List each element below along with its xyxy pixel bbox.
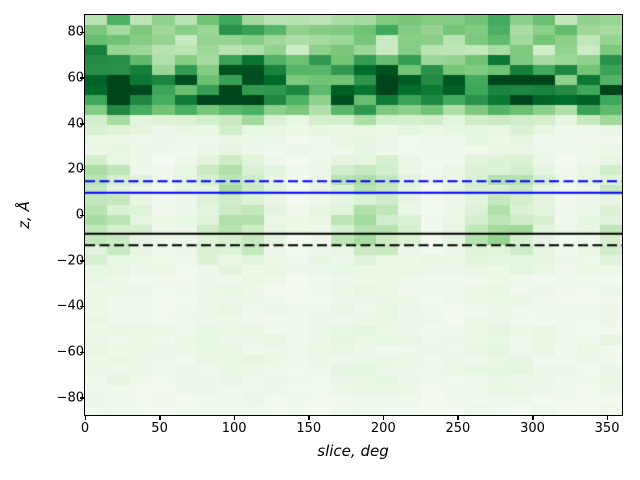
y-tick-label: 40 [67,116,84,132]
y-tick-mark [80,260,84,262]
y-tick-label: 60 [67,70,84,86]
x-tick-label: 250 [445,421,471,436]
y-tick-label: 20 [67,161,84,177]
y-tick-mark [80,305,84,308]
y-tick-mark [80,77,84,79]
x-tick-mark [532,416,534,420]
x-tick-label: 50 [151,421,168,436]
y-tick-mark [80,351,84,354]
y-tick-mark [80,214,84,216]
y-tick-mark [80,397,84,399]
heatmap-canvas [85,15,622,415]
x-tick-label: 100 [221,421,247,436]
y-tick-mark [80,168,84,171]
y-axis-label: z, Å [15,201,33,229]
y-tick-label: 0 [75,207,84,223]
y-tick-mark [80,31,84,34]
x-tick-mark [606,416,609,420]
x-tick-mark [84,416,86,420]
y-tick-label: −20 [56,253,84,269]
x-tick-mark [159,416,161,420]
y-tick-mark [80,123,84,125]
x-tick-label: 200 [370,421,396,436]
x-tick-label: 350 [594,421,620,436]
y-tick-label: −80 [56,390,84,406]
x-tick-mark [308,416,310,420]
x-tick-mark [457,416,459,420]
x-tick-label: 300 [520,421,545,436]
x-tick-mark [233,416,236,420]
y-tick-label: 80 [67,24,84,40]
x-axis-label: slice, deg [317,442,389,460]
y-tick-label: −60 [56,344,84,360]
x-tick-mark [382,416,385,420]
y-tick-label: −40 [56,298,84,314]
x-tick-label: 0 [80,421,90,436]
x-tick-label: 150 [296,421,322,436]
